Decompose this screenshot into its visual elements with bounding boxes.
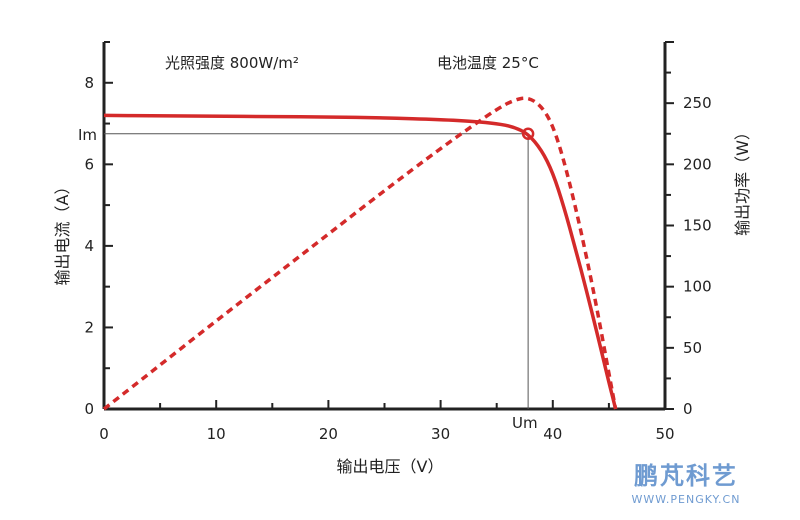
um-label: Um xyxy=(512,414,538,432)
series xyxy=(102,96,618,411)
power-curve xyxy=(102,96,618,411)
ticks: 0 10 20 30 40 50 0 2 4 6 8 0 50 100 150 200 250 xyxy=(84,41,712,443)
y-right-tick-label: 200 xyxy=(683,155,712,173)
x-tick-label: 10 xyxy=(207,425,226,443)
x-axis-label: 输出电压（V） xyxy=(337,457,444,476)
x-tick-label: 20 xyxy=(319,425,338,443)
y-left-tick-label: 6 xyxy=(84,155,94,173)
y-right-tick-label: 250 xyxy=(683,94,712,112)
y-left-tick-label: 0 xyxy=(84,400,94,418)
axes xyxy=(102,42,667,411)
annotations: 光照强度 800W/m² 电池温度 25°C Im Um xyxy=(78,54,539,432)
irradiance-annotation: 光照强度 800W/m² xyxy=(165,54,299,72)
y-right-tick-label: 150 xyxy=(683,217,712,235)
watermark-title: 鹏芃科艺 xyxy=(634,462,738,490)
y-left-tick-label: 2 xyxy=(84,318,94,336)
x-tick-label: 50 xyxy=(655,425,674,443)
current-curve xyxy=(103,113,618,410)
im-label: Im xyxy=(78,126,97,144)
y-left-axis-label: 输出电流（A） xyxy=(53,179,72,286)
cell-temp-annotation: 电池温度 25°C xyxy=(437,54,539,72)
y-right-tick-label: 0 xyxy=(683,400,693,418)
watermark-url: WWW.PENGKY.CN xyxy=(632,493,741,506)
y-right-tick-label: 50 xyxy=(683,339,702,357)
mpp-marker xyxy=(521,127,535,140)
watermark: 鹏芃科艺 WWW.PENGKY.CN xyxy=(632,462,741,506)
y-right-axis-label: 输出功率（W） xyxy=(733,124,752,236)
x-tick-label: 40 xyxy=(543,425,562,443)
y-left-tick-label: 8 xyxy=(84,74,94,92)
x-tick-label: 0 xyxy=(99,425,109,443)
y-left-tick-label: 4 xyxy=(84,237,94,255)
x-tick-label: 30 xyxy=(431,425,450,443)
y-right-tick-label: 100 xyxy=(683,278,712,296)
